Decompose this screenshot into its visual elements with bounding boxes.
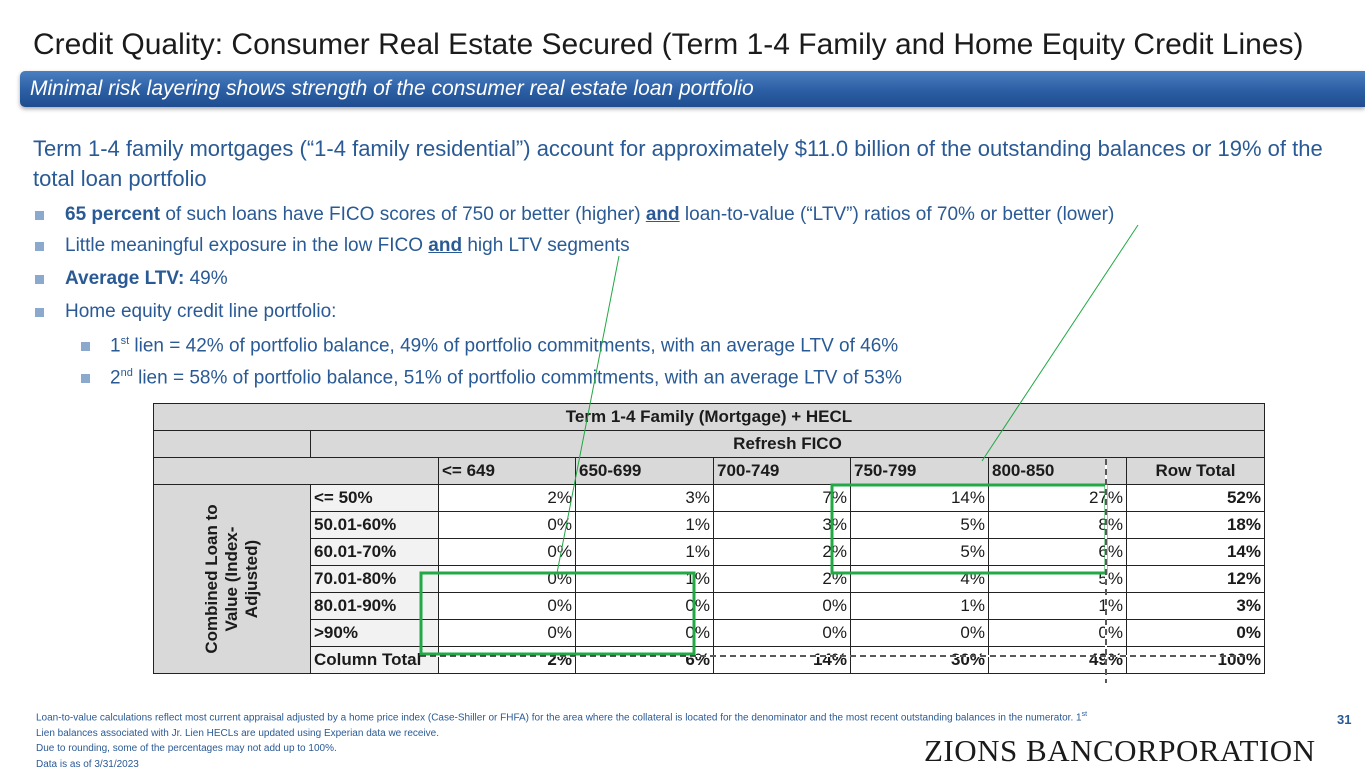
column-total-cell: 30% <box>850 646 989 674</box>
square-bullet-icon <box>81 342 90 351</box>
column-header-row: <= 649 650-699 700-749 750-799 800-850 R… <box>153 457 1265 485</box>
table-cell: 2% <box>713 565 851 593</box>
table-cell: 27% <box>988 484 1127 512</box>
bullet-bold: Average LTV: <box>65 268 185 289</box>
lead-paragraph: Term 1-4 family mortgages (“1-4 family r… <box>33 136 1323 191</box>
empty-header-cell <box>153 430 311 458</box>
column-header: 800-850 <box>988 457 1127 485</box>
ltv-fico-table: Term 1-4 Family (Mortgage) + HECL Refres… <box>153 403 1265 674</box>
row-label: <= 50% <box>310 484 439 512</box>
company-logo: ZIONS BANCORPORATION <box>924 733 1316 768</box>
table-row: 50.01-60% 0% 1% 3% 5% 8% 18% <box>154 511 1265 539</box>
footnote-text: Due to rounding, some of the percentages… <box>36 743 337 755</box>
row-label: >90% <box>310 619 439 647</box>
column-total-cell: 14% <box>713 646 851 674</box>
row-label: 70.01-80% <box>310 565 439 593</box>
column-header: Row Total <box>1126 457 1265 485</box>
table-row: 60.01-70% 0% 1% 2% 5% 6% 14% <box>154 538 1265 566</box>
empty-header-cell <box>153 457 439 485</box>
table-cell: 0% <box>438 619 576 647</box>
table-cell: 1% <box>575 511 714 539</box>
side-axis-label: Combined Loan to Value (Index-Adjusted) <box>153 484 311 674</box>
table-cell: 3% <box>713 511 851 539</box>
table-cell: 6% <box>988 538 1127 566</box>
table-cell: 7% <box>713 484 851 512</box>
row-total-cell: 12% <box>1126 565 1265 593</box>
bullet-text: high LTV segments <box>462 235 630 256</box>
footnotes: Loan-to-value calculations reflect most … <box>36 707 1296 772</box>
square-bullet-icon <box>81 374 90 383</box>
table-title: Term 1-4 Family (Mortgage) + HECL <box>153 403 1265 431</box>
square-bullet-icon <box>35 242 44 251</box>
row-total-cell: 3% <box>1126 592 1265 620</box>
table-cell: 4% <box>850 565 989 593</box>
table-row: 70.01-80% 0% 1% 2% 4% 5% 12% <box>154 565 1265 593</box>
table-cell: 1% <box>575 538 714 566</box>
footnote-text: Data is as of 3/31/2023 <box>36 758 139 770</box>
grand-total-cell: 100% <box>1126 646 1265 674</box>
row-label: 80.01-90% <box>310 592 439 620</box>
subtitle-text: Minimal risk layering shows strength of … <box>30 77 754 100</box>
table-row-total: Column Total 2% 6% 14% 30% 49% 100% <box>154 646 1265 674</box>
table-cell: 0% <box>575 619 714 647</box>
table-cell: 3% <box>575 484 714 512</box>
footnote-text: Lien balances associated with Jr. Lien H… <box>36 727 440 739</box>
row-label: 60.01-70% <box>310 538 439 566</box>
table-row: >90% 0% 0% 0% 0% 0% 0% <box>154 619 1265 647</box>
bullet-underline: and <box>645 204 680 225</box>
table-cell: 1% <box>988 592 1127 620</box>
row-total-cell: 0% <box>1126 619 1265 647</box>
column-total-cell: 6% <box>575 646 714 674</box>
column-header: <= 649 <box>438 457 576 485</box>
footnote-text: Loan-to-value calculations reflect most … <box>36 712 1082 724</box>
row-total-cell: 18% <box>1126 511 1265 539</box>
column-total-cell: 2% <box>438 646 576 674</box>
bullet-underline: and <box>428 235 463 256</box>
table-cell: 8% <box>988 511 1127 539</box>
table-cell: 0% <box>713 619 851 647</box>
table-cell: 0% <box>438 511 576 539</box>
row-label: Column Total <box>310 646 439 674</box>
page-title: Credit Quality: Consumer Real Estate Sec… <box>33 28 1304 61</box>
table-cell: 0% <box>575 592 714 620</box>
table-cell: 0% <box>713 592 851 620</box>
table-cell: 2% <box>713 538 851 566</box>
square-bullet-icon <box>35 275 44 284</box>
table-cell: 5% <box>988 565 1127 593</box>
table-row: 80.01-90% 0% 0% 0% 1% 1% 3% <box>154 592 1265 620</box>
column-header: 700-749 <box>713 457 851 485</box>
table-row: Combined Loan to Value (Index-Adjusted) … <box>153 484 1265 674</box>
row-total-cell: 52% <box>1126 484 1265 512</box>
page-number: 31 <box>1337 712 1352 727</box>
column-total-cell: 49% <box>988 646 1127 674</box>
bullet-bold: 65 percent <box>65 204 161 225</box>
column-header: 650-699 <box>575 457 714 485</box>
bullet-text: Home equity credit line portfolio: <box>65 301 337 322</box>
square-bullet-icon <box>35 211 44 220</box>
table-cell: 14% <box>850 484 989 512</box>
table-cell: 0% <box>988 619 1127 647</box>
row-total-cell: 14% <box>1126 538 1265 566</box>
bullet-text: lien = 58% of portfolio balance, 51% of … <box>132 367 902 389</box>
group-header: Refresh FICO <box>310 430 1265 458</box>
column-header: 750-799 <box>850 457 989 485</box>
table-cell: 1% <box>575 565 714 593</box>
row-label: 50.01-60% <box>310 511 439 539</box>
bullet-text: Little meaningful exposure in the low FI… <box>65 235 429 256</box>
table-cell: 5% <box>850 538 989 566</box>
bullet-text: 49% <box>184 268 228 289</box>
square-bullet-icon <box>35 308 44 317</box>
table-cell: 0% <box>438 538 576 566</box>
bullet-text: lien = 42% of portfolio balance, 49% of … <box>129 335 899 357</box>
table-cell: 0% <box>850 619 989 647</box>
table-cell: 5% <box>850 511 989 539</box>
table-cell: 0% <box>438 592 576 620</box>
bullet-text: loan-to-value (“LTV”) ratios of 70% or b… <box>679 204 1115 225</box>
table-cell: 0% <box>438 565 576 593</box>
bullet-text: of such loans have FICO scores of 750 or… <box>160 204 646 225</box>
table-cell: 2% <box>438 484 576 512</box>
subtitle-banner: Minimal risk layering shows strength of … <box>20 71 1365 107</box>
table-cell: 1% <box>850 592 989 620</box>
